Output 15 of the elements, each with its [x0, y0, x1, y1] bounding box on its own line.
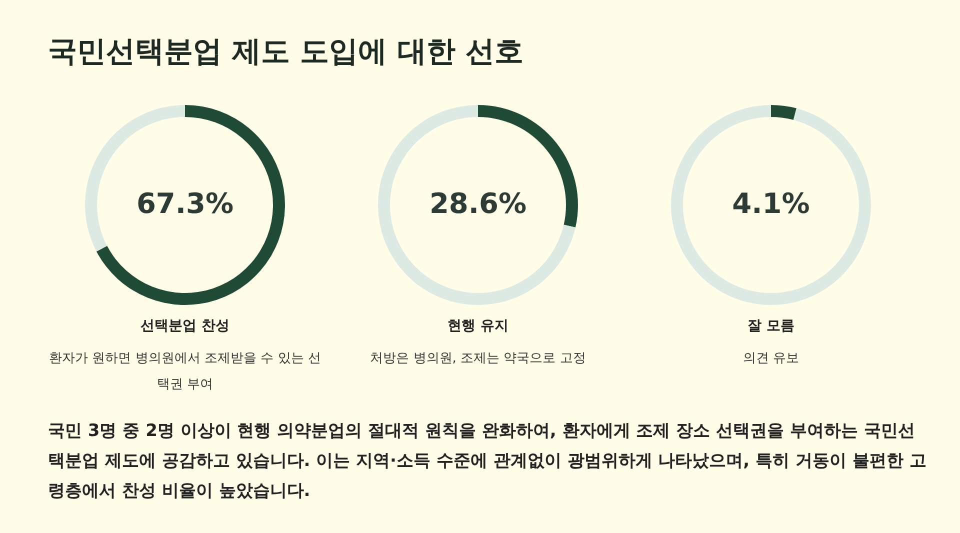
text: 의견 유보 [742, 350, 800, 368]
donut-slice [96, 105, 285, 305]
text: 처방은 병의원, 조제는 약국으로 고정 [369, 350, 587, 368]
text: 현행 유지 [446, 317, 510, 335]
text: 67.3% [136, 187, 234, 220]
donut-slice [378, 105, 576, 305]
text: 환자가 원하면 병의원에서 조제받을 수 있는 선택권 부여 [48, 350, 322, 394]
donut-slice [671, 105, 871, 305]
text: 잘 모름 [746, 317, 796, 335]
text: 국민선택분업 제도 도입에 대한 선호 [48, 33, 524, 70]
text: 28.6% [429, 187, 527, 220]
donut-slice [771, 105, 796, 120]
text: 선택분업 찬성 [140, 317, 230, 335]
text: 국민 3명 중 2명 이상이 현행 의약분업의 절대적 원칙을 완화하여, 환자에게 조제 장소 선택권을 부여하는 국민선택분업 제도에 공감하고 있습니다. 이는 지역·소득 수준에 관계없이 광범위하게 나타났으며, 특히 거동이 불편한 고령층에서 찬성 비율이 높았습니다. [48, 420, 928, 503]
text: 4.1% [732, 187, 810, 220]
